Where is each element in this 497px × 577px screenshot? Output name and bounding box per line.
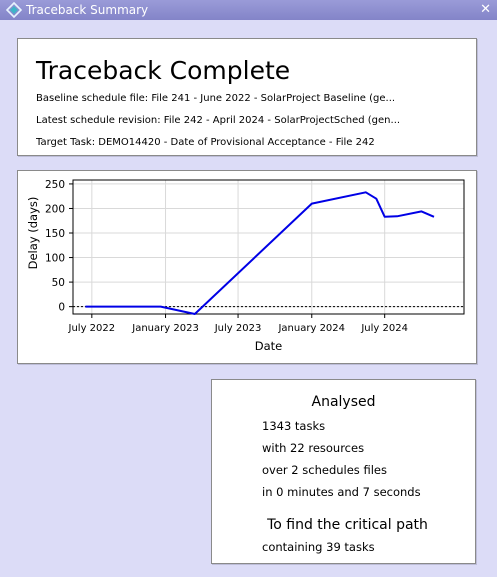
close-button[interactable]: ✕ bbox=[480, 2, 491, 17]
analysis-panel: Analysed 1343 tasks with 22 resources ov… bbox=[211, 379, 476, 564]
x-tick-label: January 2023 bbox=[131, 323, 199, 334]
latest-revision-label: Latest schedule revision: File 242 - Apr… bbox=[36, 115, 401, 126]
schedule-files-text: over 2 schedules files bbox=[262, 463, 387, 477]
x-tick-label: January 2024 bbox=[277, 323, 345, 334]
resource-count-text: with 22 resources bbox=[262, 441, 365, 455]
delay-chart-panel: 0 50 100 150 200 250 July 2022 January 2023 July… bbox=[17, 170, 477, 364]
analysed-heading: Analysed bbox=[311, 394, 376, 410]
traceback-app-icon bbox=[6, 2, 22, 18]
plot-border bbox=[72, 179, 465, 315]
y-tick-label: 250 bbox=[45, 179, 65, 191]
x-axis-label: Date bbox=[255, 339, 283, 353]
x-tick-label: July 2024 bbox=[360, 323, 408, 334]
y-axis-label: Delay (days) bbox=[26, 197, 40, 270]
y-tick-label: 0 bbox=[58, 302, 65, 314]
task-count-text: 1343 tasks bbox=[262, 419, 326, 433]
critical-path-heading: To find the critical path bbox=[267, 517, 428, 533]
elapsed-time-text: in 0 minutes and 7 seconds bbox=[262, 485, 421, 499]
y-tick-label: 100 bbox=[45, 253, 65, 265]
title-bar: Traceback Summary ✕ bbox=[0, 0, 497, 20]
x-tick-label: July 2023 bbox=[214, 323, 262, 334]
y-tick-label: 50 bbox=[52, 277, 65, 289]
plot-area bbox=[72, 179, 465, 315]
y-tick-label: 150 bbox=[45, 228, 65, 240]
delay-chart: 0 50 100 150 200 250 July 2022 January 2023 July… bbox=[26, 179, 465, 353]
critical-path-task-count: containing 39 tasks bbox=[262, 540, 375, 554]
baseline-file-label: Baseline schedule file: File 241 - June … bbox=[36, 93, 396, 104]
y-tick-label: 200 bbox=[45, 203, 65, 215]
target-task-label: Target Task: DEMO14420 - Date of Provisi… bbox=[36, 137, 375, 148]
delay-series-line bbox=[85, 191, 435, 315]
summary-header-panel: Traceback Complete Baseline schedule fil… bbox=[17, 38, 477, 156]
x-tick-label: July 2022 bbox=[68, 323, 116, 334]
page-title: Traceback Complete bbox=[36, 56, 291, 85]
window-title: Traceback Summary bbox=[26, 3, 149, 17]
